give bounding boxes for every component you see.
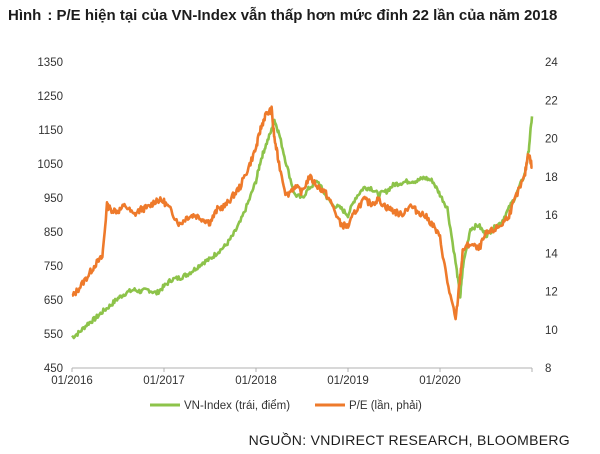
left-axis-tick-label: 1050 (37, 159, 63, 171)
left-axis-tick-label: 950 (44, 193, 63, 205)
series-line-pe (71, 105, 533, 321)
right-axis-tick-label: 22 (545, 95, 558, 107)
right-axis-tick-label: 24 (545, 57, 558, 69)
right-axis-tick-label: 16 (545, 210, 558, 222)
figure-title-text: : P/E hiện tại của VN-Index vẫn thấp hơn… (47, 7, 558, 24)
left-axis-tick-label: 550 (44, 329, 63, 341)
left-axis-tick-label: 750 (44, 261, 63, 273)
left-axis-tick-label: 450 (44, 363, 63, 375)
left-axis-tick-label: 1250 (37, 91, 63, 103)
right-axis-tick-label: 8 (545, 363, 551, 375)
x-axis-tick-label: 01/2017 (143, 375, 185, 387)
x-axis-tick-label: 01/2018 (235, 375, 277, 387)
series-line-vnindex (71, 116, 534, 340)
left-axis-tick-label: 1350 (37, 57, 63, 69)
left-axis-tick-label: 850 (44, 227, 63, 239)
figure-caption-label: Hình (8, 7, 42, 24)
right-axis-tick-label: 12 (545, 287, 558, 299)
source-note: NGUỒN: VNDIRECT RESEARCH, BLOOMBERG (248, 432, 570, 448)
x-axis-tick-label: 01/2016 (51, 375, 93, 387)
right-axis-tick-label: 10 (545, 325, 558, 337)
right-axis-tick-label: 20 (545, 134, 558, 146)
x-axis-tick-label: 01/2020 (419, 375, 461, 387)
chart-title: Hình : P/E hiện tại của VN-Index vẫn thấp… (8, 6, 578, 25)
left-axis-tick-label: 650 (44, 295, 63, 307)
left-axis-tick-label: 1150 (38, 125, 63, 137)
right-axis-tick-label: 18 (545, 172, 558, 184)
legend-label-vnindex: VN-Index (trái, điểm) (184, 400, 290, 412)
right-axis-tick-label: 14 (545, 248, 558, 260)
x-axis-tick-label: 01/2019 (327, 375, 369, 387)
legend-label-pe: P/E (lần, phải) (349, 400, 422, 412)
